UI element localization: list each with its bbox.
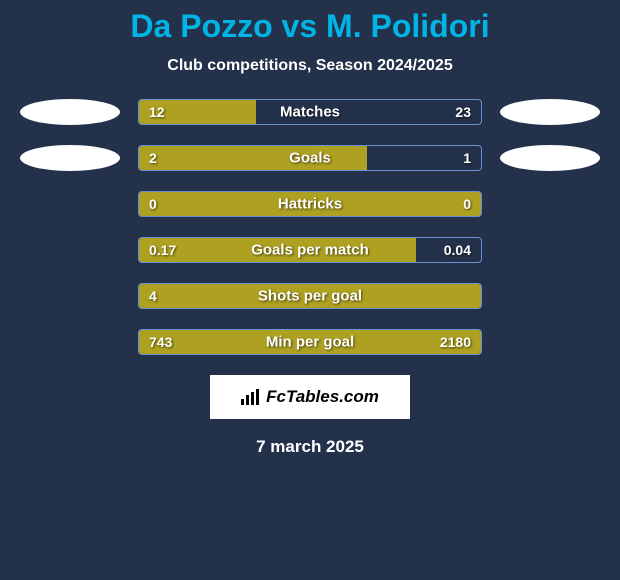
stat-row: 0.17 Goals per match 0.04 bbox=[0, 237, 620, 263]
stat-bar-fill bbox=[139, 146, 367, 170]
page-title: Da Pozzo vs M. Polidori bbox=[0, 8, 620, 45]
subtitle: Club competitions, Season 2024/2025 bbox=[0, 57, 620, 75]
stat-value-right: 1 bbox=[463, 150, 471, 166]
oval-placeholder bbox=[20, 283, 120, 309]
oval-placeholder bbox=[500, 329, 600, 355]
oval-placeholder bbox=[20, 191, 120, 217]
oval-placeholder bbox=[20, 329, 120, 355]
logo-box: FcTables.com bbox=[210, 375, 410, 419]
logo-text: FcTables.com bbox=[266, 387, 379, 407]
stat-value-left: 4 bbox=[149, 288, 157, 304]
stat-value-right: 0 bbox=[463, 196, 471, 212]
stat-value-right: 0.04 bbox=[444, 242, 471, 258]
stat-bar: 12 Matches 23 bbox=[138, 99, 482, 125]
oval-placeholder bbox=[500, 237, 600, 263]
bar-chart-icon bbox=[241, 389, 261, 405]
stat-row: 2 Goals 1 bbox=[0, 145, 620, 171]
stat-bar: 2 Goals 1 bbox=[138, 145, 482, 171]
stat-label: Matches bbox=[280, 104, 340, 121]
oval-placeholder bbox=[500, 191, 600, 217]
stat-value-right: 23 bbox=[455, 104, 471, 120]
stat-row: 743 Min per goal 2180 bbox=[0, 329, 620, 355]
stat-row: 4 Shots per goal bbox=[0, 283, 620, 309]
oval-placeholder bbox=[500, 283, 600, 309]
player-right-oval bbox=[500, 145, 600, 171]
player-right-oval bbox=[500, 99, 600, 125]
stat-bar: 0.17 Goals per match 0.04 bbox=[138, 237, 482, 263]
player-left-oval bbox=[20, 99, 120, 125]
stat-label: Min per goal bbox=[266, 334, 354, 351]
stat-value-left: 12 bbox=[149, 104, 165, 120]
stat-bar: 4 Shots per goal bbox=[138, 283, 482, 309]
stat-value-left: 2 bbox=[149, 150, 157, 166]
stat-bar: 0 Hattricks 0 bbox=[138, 191, 482, 217]
stat-label: Goals per match bbox=[251, 242, 369, 259]
stats-rows: 12 Matches 23 2 Goals 1 0 Hattricks 0 0.17 Goals p… bbox=[0, 99, 620, 355]
stat-label: Hattricks bbox=[278, 196, 342, 213]
stat-bar: 743 Min per goal 2180 bbox=[138, 329, 482, 355]
logo: FcTables.com bbox=[241, 387, 379, 407]
stat-row: 12 Matches 23 bbox=[0, 99, 620, 125]
stat-label: Goals bbox=[289, 150, 331, 167]
stat-label: Shots per goal bbox=[258, 288, 362, 305]
oval-placeholder bbox=[20, 237, 120, 263]
stat-value-left: 0 bbox=[149, 196, 157, 212]
stat-value-right: 2180 bbox=[440, 334, 471, 350]
stat-row: 0 Hattricks 0 bbox=[0, 191, 620, 217]
player-left-oval bbox=[20, 145, 120, 171]
stat-value-left: 0.17 bbox=[149, 242, 176, 258]
date: 7 march 2025 bbox=[0, 437, 620, 457]
stat-value-left: 743 bbox=[149, 334, 172, 350]
